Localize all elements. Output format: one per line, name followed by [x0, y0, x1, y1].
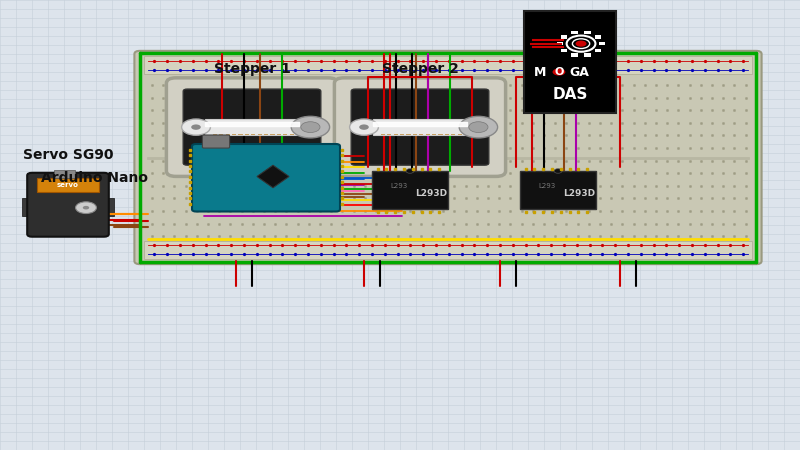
Bar — [54, 170, 75, 178]
Circle shape — [459, 116, 498, 138]
Bar — [571, 31, 578, 34]
Circle shape — [553, 68, 566, 76]
Text: GA: GA — [570, 66, 589, 78]
Text: Stepper 1: Stepper 1 — [214, 63, 290, 76]
Bar — [561, 35, 567, 39]
Bar — [520, 171, 596, 209]
Circle shape — [469, 122, 488, 132]
Text: servo: servo — [57, 182, 79, 188]
Bar — [37, 178, 99, 192]
FancyBboxPatch shape — [183, 89, 321, 165]
Circle shape — [291, 116, 330, 138]
Bar — [144, 56, 752, 74]
Text: O: O — [554, 67, 564, 77]
Circle shape — [182, 119, 210, 135]
Bar — [594, 35, 601, 39]
FancyBboxPatch shape — [166, 78, 338, 176]
Polygon shape — [257, 165, 289, 188]
Text: M: M — [534, 66, 546, 78]
FancyBboxPatch shape — [351, 89, 489, 165]
Bar — [373, 119, 467, 135]
Bar — [22, 198, 32, 216]
Text: L293D: L293D — [415, 189, 447, 198]
FancyBboxPatch shape — [134, 51, 762, 264]
Bar — [598, 42, 605, 45]
Bar — [205, 119, 299, 135]
Bar — [584, 53, 590, 57]
Circle shape — [406, 169, 414, 173]
FancyBboxPatch shape — [27, 173, 109, 237]
Text: L293: L293 — [538, 183, 555, 189]
FancyBboxPatch shape — [524, 11, 616, 112]
FancyBboxPatch shape — [192, 144, 340, 212]
Text: L293: L293 — [390, 183, 407, 189]
Text: Stepper 2: Stepper 2 — [382, 63, 458, 76]
Circle shape — [350, 119, 378, 135]
Bar — [584, 31, 590, 34]
Circle shape — [191, 125, 201, 130]
Circle shape — [575, 40, 586, 47]
Bar — [594, 49, 601, 52]
Bar — [571, 53, 578, 57]
FancyBboxPatch shape — [334, 78, 506, 176]
Bar — [557, 42, 563, 45]
FancyBboxPatch shape — [202, 135, 230, 148]
Circle shape — [83, 206, 90, 210]
Text: DAS: DAS — [552, 87, 588, 102]
Circle shape — [554, 169, 562, 173]
Circle shape — [76, 202, 97, 214]
Bar — [144, 241, 752, 259]
Circle shape — [301, 122, 320, 132]
Text: Arduino Nano: Arduino Nano — [41, 171, 148, 185]
Bar — [104, 198, 114, 216]
Bar — [561, 49, 567, 52]
Text: Servo SG90: Servo SG90 — [22, 148, 114, 162]
Text: L293D: L293D — [563, 189, 595, 198]
Bar — [372, 171, 448, 209]
Circle shape — [359, 125, 369, 130]
